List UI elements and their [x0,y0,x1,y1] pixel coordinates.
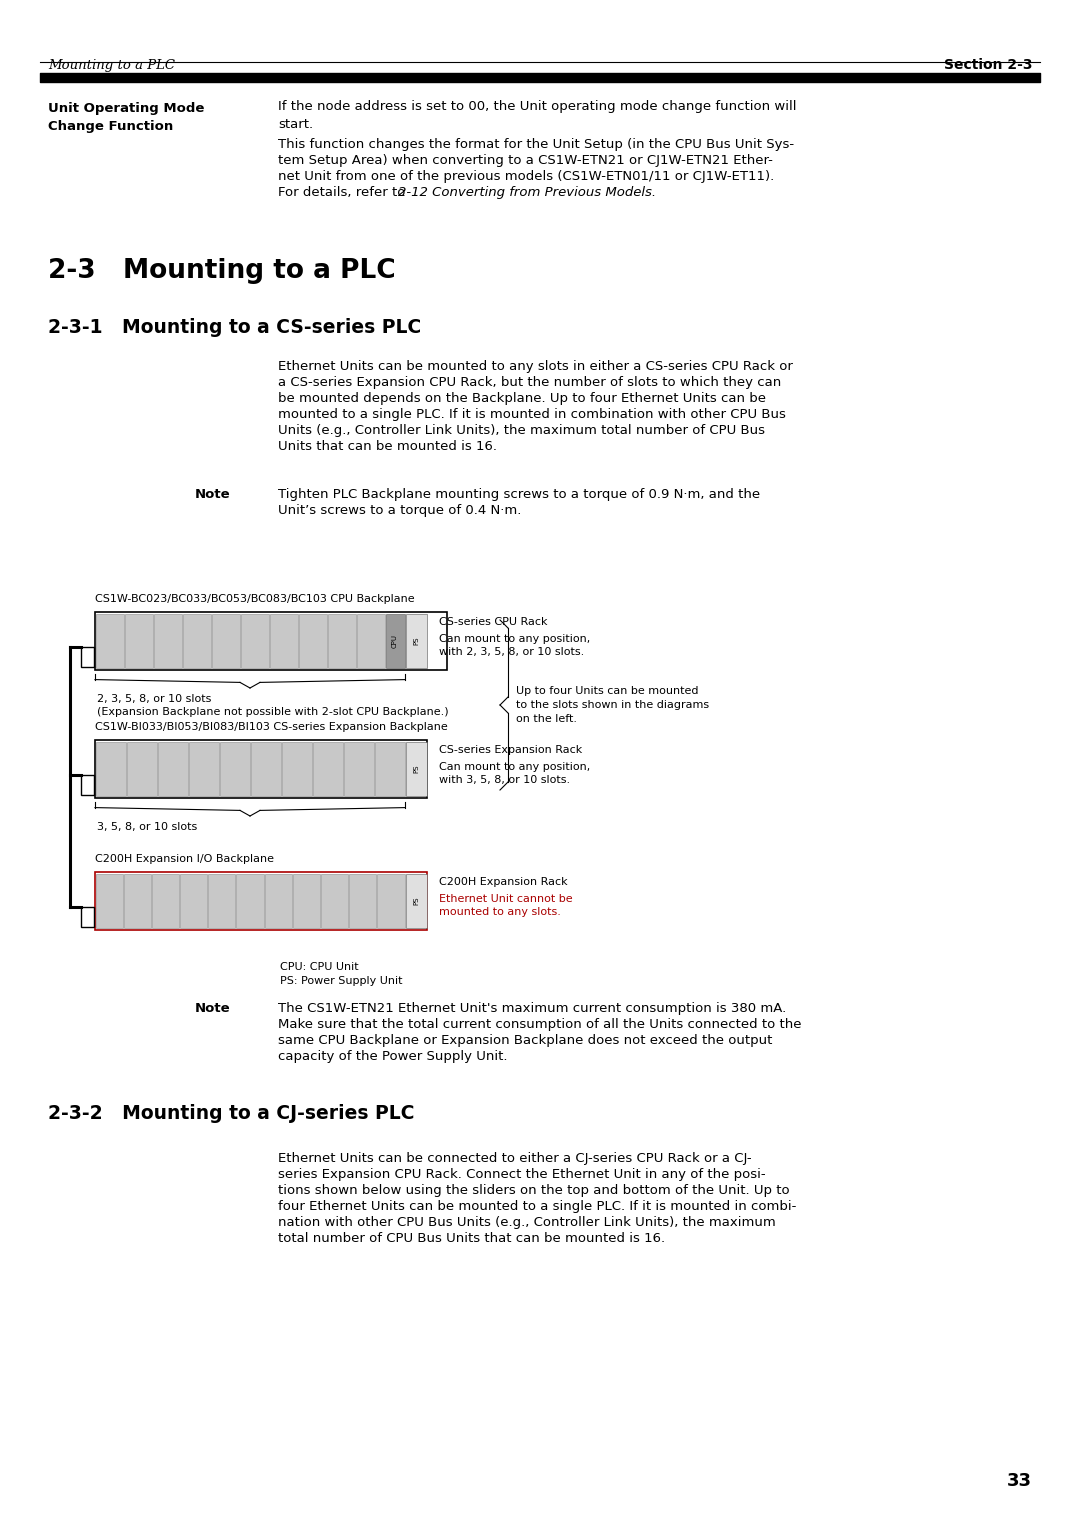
Text: PS: PS [413,897,419,905]
Text: This function changes the format for the Unit Setup (in the CPU Bus Unit Sys-: This function changes the format for the… [278,138,794,151]
Text: If the node address is set to 00, the Unit operating mode change function will
s: If the node address is set to 00, the Un… [278,99,797,131]
Text: C200H Expansion Rack: C200H Expansion Rack [438,877,568,886]
Text: tions shown below using the sliders on the top and bottom of the Unit. Up to: tions shown below using the sliders on t… [278,1184,789,1196]
Bar [265,874,292,927]
Bar [95,740,427,798]
Text: Units (e.g., Controller Link Units), the maximum total number of CPU Bus: Units (e.g., Controller Link Units), the… [278,423,765,437]
Text: PS: PS [413,764,419,773]
Bar [377,874,405,927]
Bar [158,743,188,796]
Text: 2-3-1   Mounting to a CS-series PLC: 2-3-1 Mounting to a CS-series PLC [48,318,421,338]
Text: C200H Expansion I/O Backplane: C200H Expansion I/O Backplane [95,854,274,863]
Bar [95,614,123,668]
Text: Make sure that the total current consumption of all the Units connected to the: Make sure that the total current consump… [278,1018,801,1031]
Bar [180,874,207,927]
Bar [81,646,94,668]
Text: mounted to any slots.: mounted to any slots. [438,908,561,917]
Bar [152,874,179,927]
Text: CS-series Expansion Rack: CS-series Expansion Rack [438,746,582,755]
Text: series Expansion CPU Rack. Connect the Ethernet Unit in any of the posi-: series Expansion CPU Rack. Connect the E… [278,1167,766,1181]
Bar [321,874,348,927]
Text: 2, 3, 5, 8, or 10 slots: 2, 3, 5, 8, or 10 slots [97,694,212,704]
Text: Ethernet Unit cannot be: Ethernet Unit cannot be [438,894,572,905]
Text: mounted to a single PLC. If it is mounted in combination with other CPU Bus: mounted to a single PLC. If it is mounte… [278,408,786,422]
Bar [349,874,376,927]
Bar [126,743,157,796]
Text: Unit’s screws to a torque of 0.4 N·m.: Unit’s screws to a torque of 0.4 N·m. [278,504,522,516]
Text: Tighten PLC Backplane mounting screws to a torque of 0.9 N·m, and the: Tighten PLC Backplane mounting screws to… [278,487,760,501]
Bar [405,614,427,668]
Text: Section 2-3: Section 2-3 [944,58,1032,72]
Bar [208,874,235,927]
Bar [270,614,297,668]
Text: 33: 33 [1007,1471,1032,1490]
Text: CS1W-BI033/BI053/BI083/BI103 CS-series Expansion Backplane: CS1W-BI033/BI053/BI083/BI103 CS-series E… [95,723,448,732]
Text: Note: Note [195,1002,231,1015]
Bar [312,743,342,796]
Bar [189,743,218,796]
Text: Units that can be mounted is 16.: Units that can be mounted is 16. [278,440,497,452]
Text: Ethernet Units can be mounted to any slots in either a CS-series CPU Rack or: Ethernet Units can be mounted to any slo… [278,361,793,373]
Text: same CPU Backplane or Expansion Backplane does not exceed the output: same CPU Backplane or Expansion Backplan… [278,1034,772,1047]
Bar [81,906,94,927]
Text: net Unit from one of the previous models (CS1W-ETN01/11 or CJ1W-ET11).: net Unit from one of the previous models… [278,170,774,183]
Bar [219,743,249,796]
Text: with 2, 3, 5, 8, or 10 slots.: with 2, 3, 5, 8, or 10 slots. [438,646,584,657]
Bar [95,874,123,927]
Bar [405,743,427,796]
Bar [375,743,405,796]
Text: nation with other CPU Bus Units (e.g., Controller Link Units), the maximum: nation with other CPU Bus Units (e.g., C… [278,1216,775,1229]
Text: CPU: CPU [392,634,399,648]
Text: Mounting to a PLC: Mounting to a PLC [48,60,175,72]
Text: Note: Note [195,487,231,501]
Bar [183,614,211,668]
Bar [298,614,326,668]
Bar [153,614,181,668]
Bar [212,614,240,668]
Text: Up to four Units can be mounted
to the slots shown in the diagrams
on the left.: Up to four Units can be mounted to the s… [516,686,710,724]
Text: Unit Operating Mode
Change Function: Unit Operating Mode Change Function [48,102,204,133]
Bar [237,874,264,927]
Bar [293,874,320,927]
Text: CS-series CPU Rack: CS-series CPU Rack [438,617,548,626]
Bar [95,743,125,796]
Text: For details, refer to: For details, refer to [278,186,409,199]
Bar [282,743,311,796]
Bar [241,614,269,668]
Text: Can mount to any position,: Can mount to any position, [438,762,591,772]
Bar [251,743,281,796]
Text: (Expansion Backplane not possible with 2-slot CPU Backplane.): (Expansion Backplane not possible with 2… [97,707,448,717]
Text: Can mount to any position,: Can mount to any position, [438,634,591,643]
Bar [405,874,427,927]
Bar [124,614,152,668]
Text: capacity of the Power Supply Unit.: capacity of the Power Supply Unit. [278,1050,508,1063]
Bar [95,872,427,931]
Text: Ethernet Units can be connected to either a CJ-series CPU Rack or a CJ-: Ethernet Units can be connected to eithe… [278,1152,752,1164]
Text: PS: PS [413,637,419,645]
Text: 3, 5, 8, or 10 slots: 3, 5, 8, or 10 slots [97,822,198,833]
Bar [386,614,405,668]
Text: total number of CPU Bus Units that can be mounted is 16.: total number of CPU Bus Units that can b… [278,1232,665,1245]
Text: 2-3-2   Mounting to a CJ-series PLC: 2-3-2 Mounting to a CJ-series PLC [48,1105,415,1123]
Bar [343,743,374,796]
Text: CS1W-BC023/BC033/BC053/BC083/BC103 CPU Backplane: CS1W-BC023/BC033/BC053/BC083/BC103 CPU B… [95,594,415,604]
Text: a CS-series Expansion CPU Rack, but the number of slots to which they can: a CS-series Expansion CPU Rack, but the … [278,376,781,390]
Text: with 3, 5, 8, or 10 slots.: with 3, 5, 8, or 10 slots. [438,775,570,785]
Bar [356,614,384,668]
Text: 2-3   Mounting to a PLC: 2-3 Mounting to a PLC [48,258,395,284]
Bar [124,874,151,927]
Bar [81,775,94,795]
Text: be mounted depends on the Backplane. Up to four Ethernet Units can be: be mounted depends on the Backplane. Up … [278,393,766,405]
Text: 2-12 Converting from Previous Models.: 2-12 Converting from Previous Models. [397,186,656,199]
Text: CPU: CPU Unit
PS: Power Supply Unit: CPU: CPU Unit PS: Power Supply Unit [280,963,403,986]
Text: tem Setup Area) when converting to a CS1W-ETN21 or CJ1W-ETN21 Ether-: tem Setup Area) when converting to a CS1… [278,154,773,167]
Bar [95,613,447,669]
Bar [327,614,355,668]
Text: The CS1W-ETN21 Ethernet Unit's maximum current consumption is 380 mA.: The CS1W-ETN21 Ethernet Unit's maximum c… [278,1002,786,1015]
Text: four Ethernet Units can be mounted to a single PLC. If it is mounted in combi-: four Ethernet Units can be mounted to a … [278,1199,796,1213]
